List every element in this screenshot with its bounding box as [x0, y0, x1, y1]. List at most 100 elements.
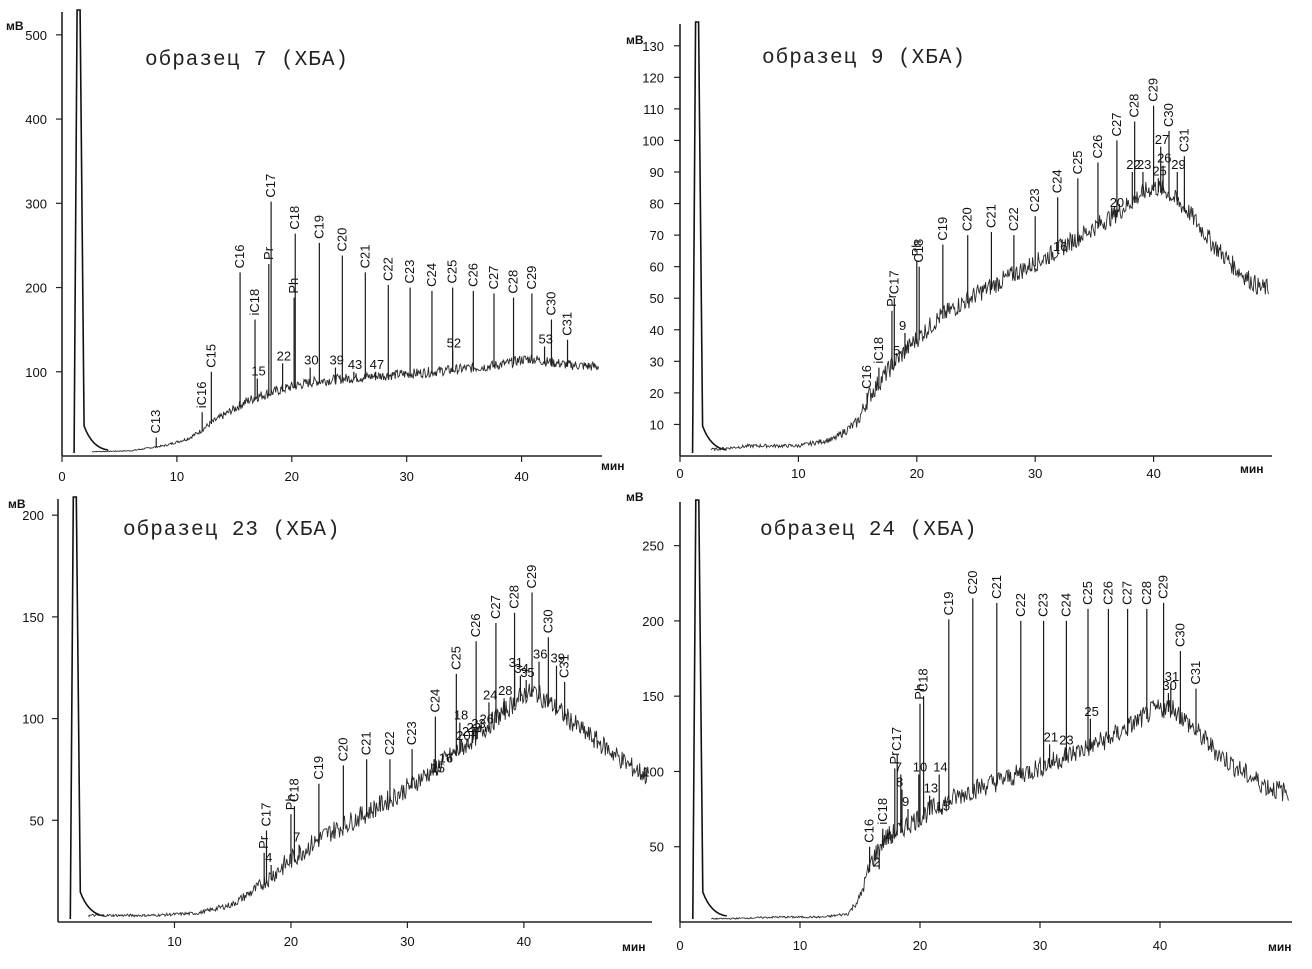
peak-label-15: 15 — [251, 364, 265, 379]
solvent-peak — [692, 499, 727, 920]
peak-label-C15: C15 — [203, 344, 218, 368]
peak-label-C19: C19 — [311, 756, 326, 780]
peak-label-C23: C23 — [1036, 593, 1051, 617]
peak-label-C24: C24 — [424, 263, 439, 287]
peak-label-30: 30 — [1162, 678, 1176, 693]
x-tick-label: 40 — [517, 934, 531, 949]
y-tick-label: 100 — [22, 712, 44, 727]
peak-label-C31: C31 — [1188, 661, 1203, 685]
peak-label-16: 16 — [439, 750, 453, 765]
peak-label-C30: C30 — [540, 609, 555, 633]
solvent-peak — [69, 496, 105, 920]
peak-label-C17: C17 — [258, 803, 273, 827]
peak-label-C19: C19 — [311, 215, 326, 239]
peak-label-31: 31 — [509, 655, 523, 670]
peak-label-Ph: Ph — [909, 240, 924, 256]
peak-label-53: 53 — [539, 332, 553, 347]
peak-label-7: 7 — [895, 759, 902, 774]
y-tick-label: 200 — [22, 508, 44, 523]
chart-panel-sample-9: образец 9 (ХБА) мВ мин 10203040506070809… — [626, 21, 1272, 481]
peak-label-C22: C22 — [382, 731, 397, 755]
baseline-trace — [711, 699, 1289, 920]
peak-label-C18: C18 — [287, 206, 302, 230]
peak-label-iC18: iC18 — [247, 289, 262, 316]
peak-label-31: 31 — [1165, 669, 1179, 684]
y-tick-label: 500 — [25, 28, 47, 43]
peak-label-2: 2 — [873, 854, 880, 869]
peak-label-C18: C18 — [911, 239, 926, 263]
peak-label-7: 7 — [293, 830, 300, 845]
peak-label-C17: C17 — [263, 174, 278, 198]
peak-label-C16: C16 — [862, 819, 877, 843]
chart-title: образец 23 (ХБА) — [123, 519, 341, 542]
peak-label-C29: C29 — [1156, 575, 1171, 599]
peak-label-C25: C25 — [1080, 581, 1095, 605]
peak-label-Pr: Pr — [261, 246, 276, 260]
peak-label-C24: C24 — [1050, 169, 1065, 193]
peak-label-C31: C31 — [1176, 128, 1191, 152]
peak-label-C21: C21 — [359, 731, 374, 755]
baseline-trace — [710, 180, 1269, 452]
baseline-trace — [87, 683, 649, 918]
chart-title: образец 9 (ХБА) — [762, 47, 966, 70]
peak-label-C26: C26 — [465, 263, 480, 287]
x-tick-label: 30 — [1033, 938, 1047, 953]
y-axis-unit: мВ — [626, 490, 644, 504]
peak-label-29: 29 — [1171, 157, 1185, 172]
peak-label-5: 5 — [893, 343, 900, 358]
x-tick-label: 20 — [910, 466, 924, 481]
peak-label-Pr: Pr — [884, 293, 899, 307]
peak-label-iC18: iC18 — [875, 798, 890, 825]
x-axis-unit: мин — [1268, 940, 1292, 954]
peak-label-C25: C25 — [448, 646, 463, 670]
peak-label-15: 15 — [431, 761, 445, 776]
y-tick-label: 60 — [650, 260, 664, 275]
peak-label-C29: C29 — [524, 565, 539, 589]
x-tick-label: 10 — [170, 469, 184, 484]
chart-title: образец 7 (ХБА) — [145, 49, 349, 72]
peak-label-27: 27 — [1155, 132, 1169, 147]
peak-label-C18: C18 — [286, 778, 301, 802]
peak-label-14: 14 — [933, 759, 947, 774]
y-tick-label: 110 — [643, 102, 664, 117]
chart-panel-sample-23: образец 23 (ХБА) мВ мин 50 100 150 200 10 20 3… — [8, 496, 652, 954]
x-tick-label: 10 — [167, 934, 181, 949]
peak-label-34: 34 — [514, 661, 528, 676]
peak-label-28: 28 — [498, 683, 512, 698]
y-tick-label: 40 — [650, 323, 664, 338]
solvent-peak — [691, 21, 727, 454]
chart-panel-sample-7: образец 7 (ХБА) мВ мин 100 200 300 400 500 0 1… — [6, 9, 625, 484]
peak-label-C26: C26 — [468, 613, 483, 637]
chart-panel-sample-24: образец 24 (ХБА) мВ мин 50 100 150 200 250 0 1… — [626, 490, 1292, 954]
peak-label-23: 23 — [471, 716, 485, 731]
y-tick-label: 200 — [25, 281, 47, 296]
x-tick-label: 30 — [400, 934, 414, 949]
peak-label-4: 4 — [265, 850, 272, 865]
peak-label-C19: C19 — [941, 592, 956, 616]
peak-label-C17: C17 — [886, 270, 901, 294]
peak-label-C31: C31 — [560, 312, 575, 336]
peak-label-23: 23 — [1137, 157, 1151, 172]
baseline-trace — [91, 354, 600, 453]
x-tick-label: 40 — [1153, 938, 1167, 953]
peak-label-C20: C20 — [960, 207, 975, 231]
x-tick-label: 20 — [284, 934, 298, 949]
y-tick-label: 150 — [642, 689, 664, 704]
peak-label-C29: C29 — [1146, 78, 1161, 102]
peak-label-C30: C30 — [543, 292, 558, 316]
peak-label-C13: C13 — [148, 410, 163, 434]
peak-label-4: 4 — [885, 829, 892, 844]
y-tick-label: 90 — [650, 165, 664, 180]
peak-label-C26: C26 — [1100, 581, 1115, 605]
y-axis-unit: мВ — [6, 19, 24, 33]
peak-label-C27: C27 — [1120, 581, 1135, 605]
peak-label-30: 30 — [304, 353, 318, 368]
y-axis-unit: мВ — [8, 497, 26, 511]
peak-label-Pr: Pr — [256, 835, 271, 849]
peak-label-C25: C25 — [445, 260, 460, 284]
solvent-peak — [73, 9, 109, 454]
y-tick-label: 20 — [650, 386, 664, 401]
peak-label-25: 25 — [1084, 704, 1098, 719]
peak-label-39: 39 — [329, 353, 343, 368]
y-tick-label: 50 — [650, 291, 664, 306]
